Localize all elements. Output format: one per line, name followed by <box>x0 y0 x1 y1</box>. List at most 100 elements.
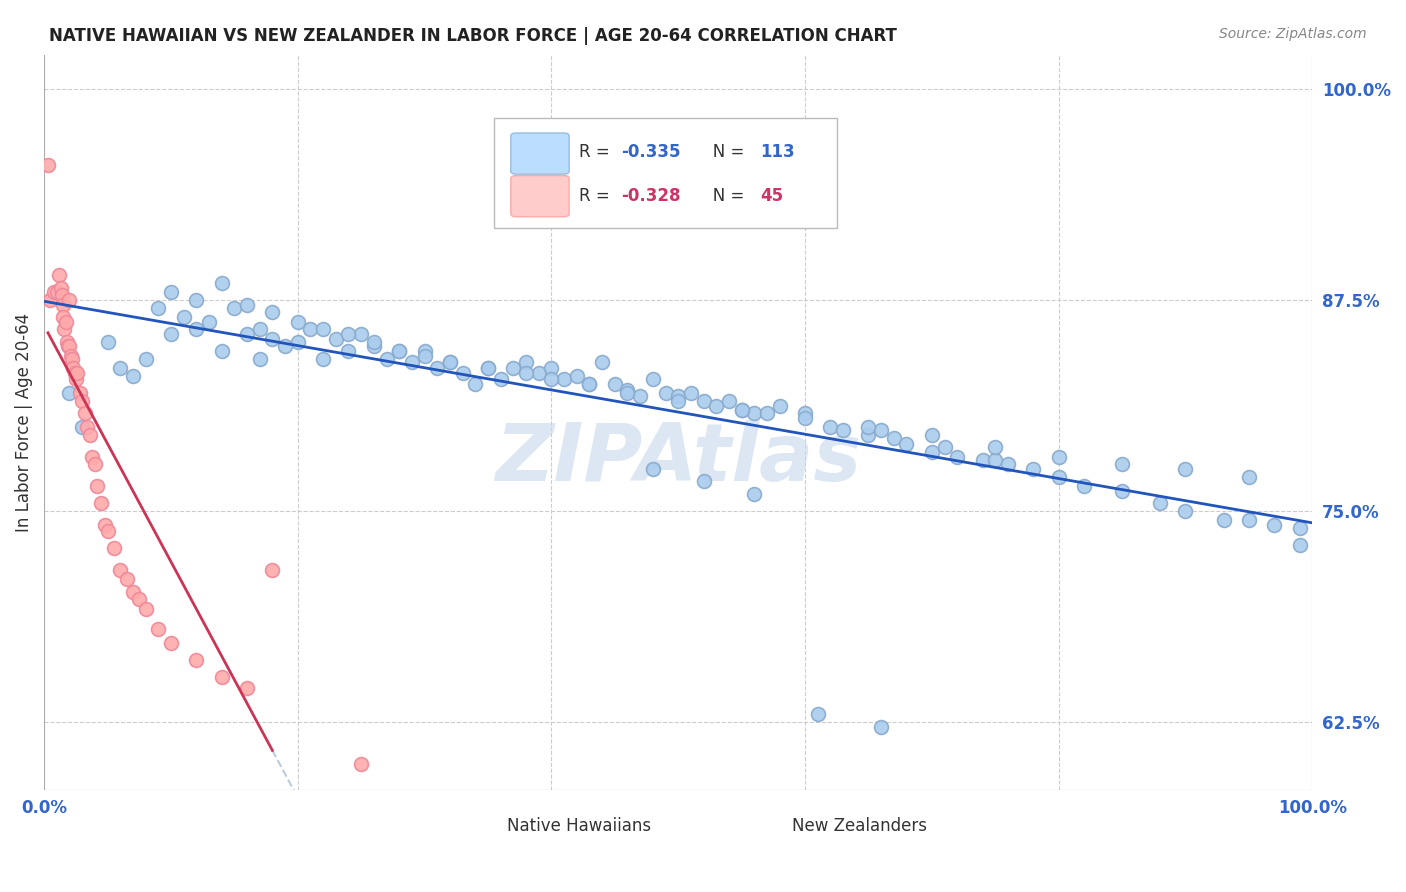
Point <box>58 338 80 352</box>
Point <box>135 602 157 616</box>
Point <box>122 585 145 599</box>
Point <box>755 406 778 420</box>
Point <box>730 402 752 417</box>
Point <box>186 653 208 667</box>
Text: N =: N = <box>697 187 749 205</box>
Point <box>52 310 75 324</box>
Point <box>870 423 893 437</box>
Point <box>66 366 89 380</box>
Point <box>58 338 80 352</box>
Point <box>832 423 855 437</box>
Point <box>83 457 105 471</box>
Point <box>62 360 84 375</box>
Point <box>115 572 138 586</box>
Point <box>666 394 689 409</box>
Point <box>401 355 423 369</box>
Point <box>70 419 93 434</box>
Point <box>1149 496 1171 510</box>
Point <box>1047 470 1070 484</box>
Point <box>654 385 676 400</box>
FancyBboxPatch shape <box>510 133 569 174</box>
Text: R =: R = <box>579 143 616 161</box>
Text: ZIPAtlas: ZIPAtlas <box>495 420 862 498</box>
Point <box>515 366 537 380</box>
Point <box>186 322 208 336</box>
Text: R =: R = <box>579 187 616 205</box>
Point <box>540 360 562 375</box>
Point <box>1237 470 1260 484</box>
Point <box>375 352 398 367</box>
Point <box>388 343 411 358</box>
Point <box>679 385 702 400</box>
Point <box>730 402 752 417</box>
Point <box>262 332 284 346</box>
Text: 45: 45 <box>761 187 783 205</box>
Point <box>39 293 62 307</box>
Point <box>312 322 335 336</box>
Point <box>73 406 96 420</box>
Point <box>896 436 918 450</box>
Point <box>86 479 108 493</box>
Point <box>69 385 91 400</box>
Y-axis label: In Labor Force | Age 20-64: In Labor Force | Age 20-64 <box>15 313 32 532</box>
Point <box>946 450 969 464</box>
Point <box>52 298 75 312</box>
Point <box>1047 450 1070 464</box>
Point <box>350 757 373 772</box>
Point <box>439 355 461 369</box>
Point <box>51 288 73 302</box>
Point <box>565 369 588 384</box>
Point <box>1288 538 1310 552</box>
Point <box>1174 504 1197 518</box>
Point <box>55 315 77 329</box>
Point <box>717 394 740 409</box>
Point <box>173 310 195 324</box>
Point <box>325 332 347 346</box>
Point <box>287 335 309 350</box>
Point <box>48 268 70 282</box>
Point <box>96 524 118 539</box>
Point <box>59 349 82 363</box>
Point <box>186 293 208 307</box>
Text: Native Hawaiians: Native Hawaiians <box>508 817 651 835</box>
Point <box>413 349 436 363</box>
Point <box>997 457 1019 471</box>
Point <box>742 406 765 420</box>
Text: -0.335: -0.335 <box>621 143 681 161</box>
Point <box>65 372 87 386</box>
Point <box>477 360 499 375</box>
Point <box>1212 512 1234 526</box>
Point <box>984 453 1007 467</box>
Point <box>807 706 830 721</box>
Point <box>984 440 1007 454</box>
Point <box>666 389 689 403</box>
Point <box>515 355 537 369</box>
Point <box>211 670 233 684</box>
Point <box>870 720 893 734</box>
Point <box>160 326 183 341</box>
Point <box>439 355 461 369</box>
Point <box>820 419 842 434</box>
Point <box>972 453 994 467</box>
Point <box>262 563 284 577</box>
Point <box>591 355 613 369</box>
Point <box>628 389 651 403</box>
Point <box>1263 517 1285 532</box>
Point <box>76 419 98 434</box>
Point <box>37 158 59 172</box>
Point <box>578 377 600 392</box>
Point <box>287 315 309 329</box>
Point <box>160 285 183 299</box>
Point <box>934 440 956 454</box>
Point <box>58 385 80 400</box>
Point <box>464 377 486 392</box>
Point <box>883 432 905 446</box>
Point <box>44 285 66 299</box>
Point <box>1073 479 1095 493</box>
Point <box>211 343 233 358</box>
FancyBboxPatch shape <box>510 176 569 217</box>
Point <box>921 428 943 442</box>
Point <box>692 474 714 488</box>
Point <box>274 338 297 352</box>
Point <box>224 301 246 316</box>
